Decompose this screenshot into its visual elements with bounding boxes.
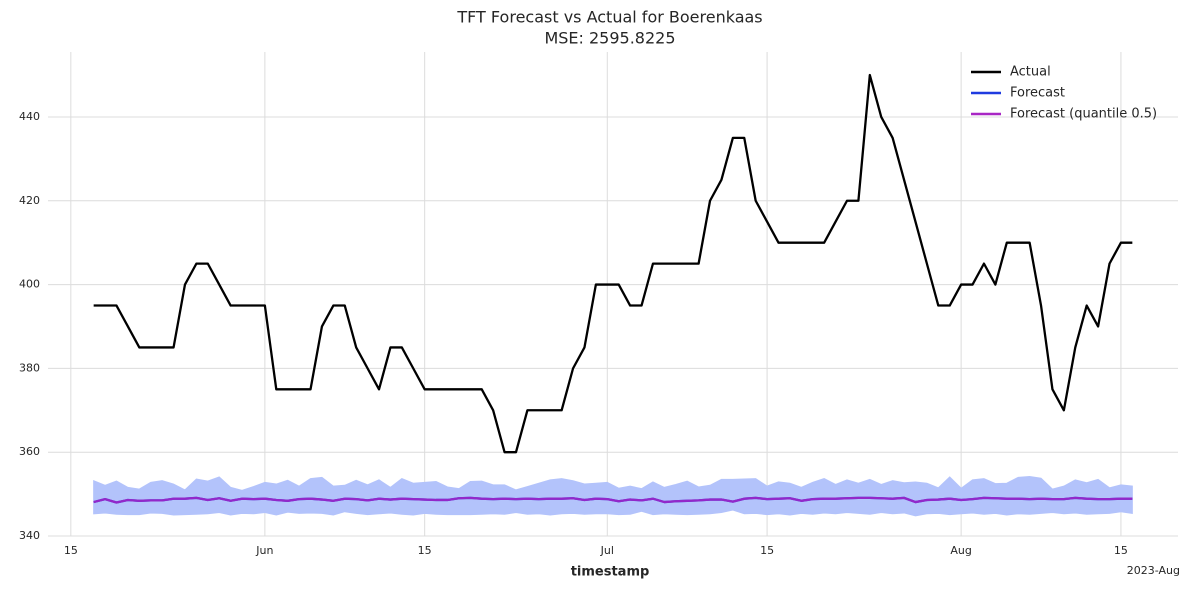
y-tick-label: 340 <box>19 529 40 542</box>
y-tick-label: 360 <box>19 445 40 458</box>
series-line <box>93 73 1133 454</box>
y-tick-label: 380 <box>19 361 40 374</box>
x-tick-label: 15 <box>64 544 78 557</box>
x-tick-label: 15 <box>760 544 774 557</box>
y-tick-label: 420 <box>19 194 40 207</box>
x-axis-label: timestamp <box>571 565 650 580</box>
chart-title: TFT Forecast vs Actual for Boerenkaas <box>456 8 762 27</box>
x-offset-label: 2023-Aug <box>1127 564 1180 577</box>
y-tick-label: 440 <box>19 110 40 123</box>
y-tick-label: 400 <box>19 278 40 291</box>
x-tick-label: Jun <box>255 544 273 557</box>
x-tick-label: 15 <box>1114 544 1128 557</box>
forecast-band <box>93 475 1133 517</box>
x-tick-label: 15 <box>418 544 432 557</box>
legend-label: Forecast <box>1010 86 1065 101</box>
x-tick-label: Jul <box>600 544 614 557</box>
series-line <box>93 496 1133 504</box>
legend-label: Forecast (quantile 0.5) <box>1010 107 1157 122</box>
legend-label: Actual <box>1010 65 1051 80</box>
x-tick-label: Aug <box>950 544 971 557</box>
chart-subtitle: MSE: 2595.8225 <box>544 29 675 48</box>
